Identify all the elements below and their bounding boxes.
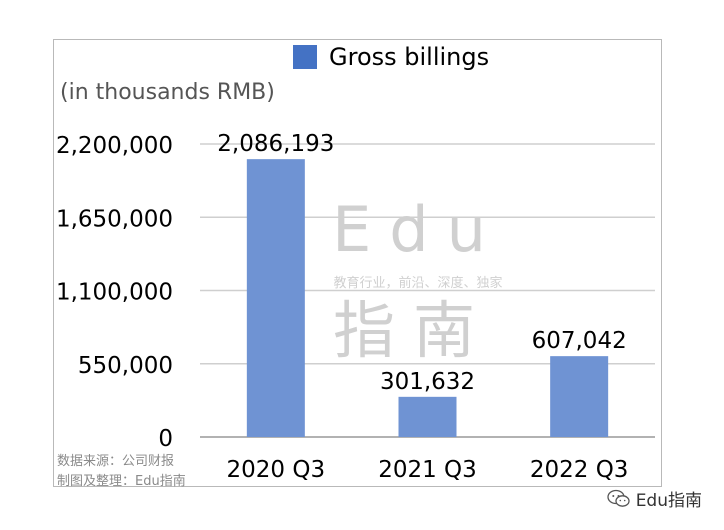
y-tick-label: 550,000	[78, 353, 173, 379]
data-label: 301,632	[380, 369, 475, 395]
source-note-data: 数据来源：公司财报	[57, 454, 175, 469]
watermark-title: Edu	[332, 193, 504, 266]
legend-swatch	[293, 45, 317, 69]
bar	[246, 159, 305, 437]
y-tick-label: 1,650,000	[56, 206, 173, 232]
legend: Gross billings	[293, 43, 489, 71]
data-label: 607,042	[532, 328, 627, 354]
bar	[550, 356, 609, 437]
x-tick-label: 2020 Q3	[227, 457, 326, 483]
watermark-tagline: 教育行业，前沿、深度、独家	[333, 275, 502, 291]
y-tick-label: 0	[158, 426, 173, 452]
x-tick-label: 2021 Q3	[378, 457, 477, 483]
x-axis-ticks: 2020 Q3 2021 Q3 2022 Q3	[227, 457, 629, 483]
unit-label: (in thousands RMB)	[60, 80, 275, 105]
footer-brand-text: Edu指南	[635, 491, 702, 511]
y-axis-ticks: 0 550,000 1,100,000 1,650,000 2,200,000	[56, 133, 173, 452]
data-labels: 2,086,193 301,632 607,042	[217, 131, 626, 395]
bars	[246, 159, 609, 437]
watermark: Edu 教育行业，前沿、深度、独家 指南	[332, 193, 504, 367]
legend-label: Gross billings	[329, 43, 490, 71]
watermark-subtitle: 指南	[333, 294, 493, 367]
y-tick-label: 2,200,000	[56, 133, 173, 159]
data-label: 2,086,193	[217, 131, 334, 157]
source-note-credit: 制图及整理：Edu指南	[57, 474, 186, 489]
wechat-icon	[607, 489, 630, 507]
x-tick-label: 2022 Q3	[530, 457, 629, 483]
footer-brand: Edu指南	[607, 486, 702, 511]
bar	[398, 396, 457, 437]
y-tick-label: 1,100,000	[56, 280, 173, 306]
